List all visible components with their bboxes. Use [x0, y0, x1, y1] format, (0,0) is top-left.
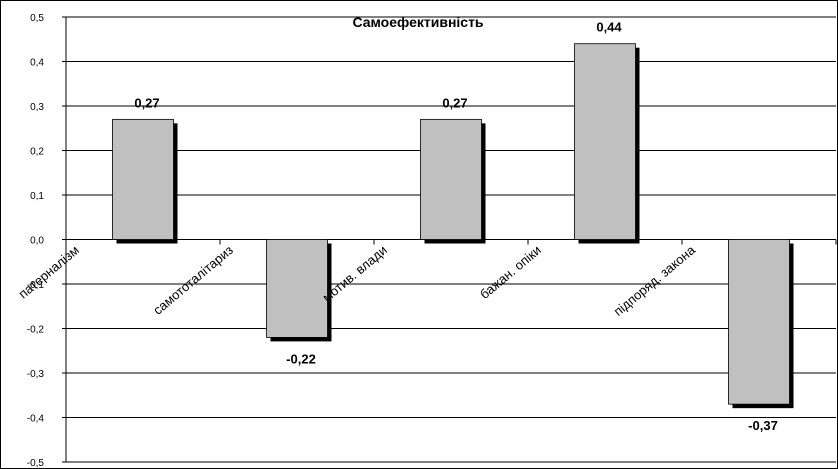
- y-tick-label: 0,4: [30, 58, 44, 69]
- y-tick-label: 0,3: [30, 102, 44, 113]
- y-tick-label: -0,3: [27, 369, 45, 380]
- y-tick-label: -0,4: [27, 414, 45, 425]
- y-tick-label: -0,1: [27, 280, 45, 291]
- y-tick-label: 0,2: [30, 147, 44, 158]
- category-label: бажан. опіки: [477, 242, 544, 302]
- y-tick-label: 0,5: [30, 13, 44, 24]
- data-labels: 0,27 -0,22 0,27 0,44 -0,37: [134, 20, 777, 433]
- chart-title: Самоефективність: [352, 14, 483, 30]
- data-label: -0,22: [286, 351, 316, 366]
- bar: [420, 118, 482, 240]
- y-axis-ticks: 0,5 0,4 0,3 0,2 0,1 0,0 -0,1 -0,2 -0,3 -0,4 -0,5: [27, 13, 45, 469]
- data-label: 0,27: [134, 95, 159, 110]
- y-tick-label: -0,5: [27, 458, 45, 469]
- bar: [266, 239, 328, 338]
- category-label: підпоряд. закона: [611, 242, 699, 319]
- bar: [728, 239, 790, 405]
- data-label: 0,27: [442, 95, 467, 110]
- category-labels: патерналізм самототалітариз мотив. влади ба…: [16, 242, 699, 319]
- bars: [112, 43, 794, 409]
- bar: [112, 118, 174, 240]
- category-label: самототалітариз: [150, 242, 236, 317]
- data-label: -0,37: [748, 418, 778, 433]
- bar: [574, 43, 636, 240]
- y-tick-label: 0,0: [30, 236, 44, 247]
- y-tick-label: -0,2: [27, 325, 45, 336]
- category-label: патерналізм: [16, 242, 82, 301]
- data-label: 0,44: [596, 20, 622, 35]
- y-tick-label: 0,1: [30, 191, 44, 202]
